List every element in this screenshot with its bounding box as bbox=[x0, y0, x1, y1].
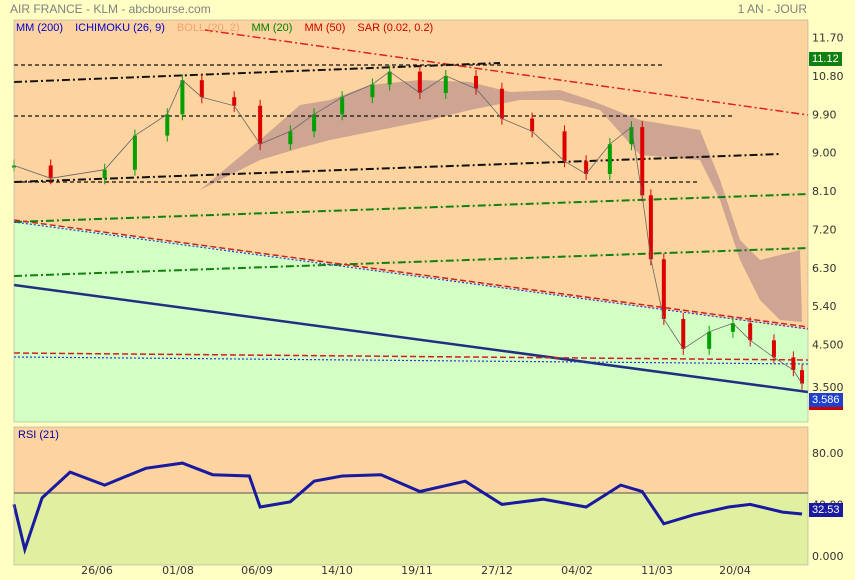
x-tick-label: 19/11 bbox=[401, 564, 433, 577]
legend-item: MM (50) bbox=[304, 22, 346, 34]
candle-body bbox=[629, 127, 634, 145]
time-x-axis: 26/06 01/08 06/09 14/10 19/11 27/12 04/02 11/03… bbox=[81, 564, 751, 577]
rsi-plot-border bbox=[13, 426, 809, 566]
x-tick-label: 04/02 bbox=[561, 564, 593, 577]
candle-body bbox=[288, 131, 293, 145]
candle-body bbox=[661, 259, 666, 319]
red-horizontal-support bbox=[13, 352, 809, 361]
price-tick-label: 4.500 bbox=[812, 339, 844, 352]
candle-body bbox=[648, 195, 653, 260]
rsi-plot-background bbox=[14, 427, 808, 565]
candle-body bbox=[312, 114, 317, 132]
candle-body bbox=[199, 80, 204, 98]
x-tick-label: 20/04 bbox=[719, 564, 751, 577]
candle-body bbox=[791, 357, 796, 371]
candle-body bbox=[530, 118, 535, 132]
indicator-lines bbox=[13, 29, 809, 394]
legend-item: ICHIMOKU (26, 9) bbox=[75, 22, 165, 34]
candle-body bbox=[443, 75, 448, 93]
blue-horizontal-support bbox=[13, 356, 809, 365]
blue-channel-top bbox=[13, 221, 809, 330]
candle-body bbox=[232, 97, 237, 106]
candle-body bbox=[640, 127, 645, 196]
period-label: 1 AN - JOUR bbox=[737, 2, 807, 16]
candle-body bbox=[370, 84, 375, 98]
price-tick-label: 3.500 bbox=[812, 381, 844, 394]
price-tick-label: 8.10 bbox=[812, 185, 837, 198]
chart-title: AIR FRANCE - KLM - abcbourse.com bbox=[10, 2, 211, 16]
lower-channel-zone bbox=[14, 220, 808, 422]
rsi-line bbox=[12, 461, 803, 555]
x-tick-label: 01/08 bbox=[162, 564, 194, 577]
upper-channel-zone bbox=[14, 20, 808, 330]
x-tick-label: 11/03 bbox=[641, 564, 673, 577]
close-price-line bbox=[13, 71, 803, 384]
candle-body bbox=[48, 165, 53, 179]
last-high-tag: 11.12 bbox=[809, 52, 842, 66]
candle-body bbox=[165, 114, 170, 136]
black-trendline-top bbox=[13, 62, 501, 83]
candle-body bbox=[417, 71, 422, 93]
red-blue-channel-top bbox=[13, 219, 809, 328]
rsi-upper-zone bbox=[14, 427, 808, 493]
candle-body bbox=[681, 318, 686, 349]
candle-body bbox=[387, 71, 392, 85]
x-tick-label: 14/10 bbox=[321, 564, 353, 577]
candle-body bbox=[707, 331, 712, 349]
candle-body bbox=[607, 144, 612, 174]
rsi-title: RSI (21) bbox=[18, 429, 59, 441]
upper-red-trendline bbox=[204, 29, 809, 116]
price-plot-border bbox=[13, 19, 809, 423]
ichimoku-cloud bbox=[200, 80, 802, 322]
candle-body bbox=[748, 323, 753, 341]
x-tick-label: 26/06 bbox=[81, 564, 113, 577]
price-tick-label: 5.40 bbox=[812, 300, 837, 313]
candle-body bbox=[584, 161, 589, 174]
price-tick-label: 9.00 bbox=[812, 147, 837, 160]
x-tick-label: 27/12 bbox=[481, 564, 513, 577]
price-y-axis: 11.70 10.80 9.90 9.00 8.10 7.20 6.30 5.40 4.500 3… bbox=[812, 32, 844, 395]
rsi-lower-zone bbox=[14, 493, 808, 565]
last-close-tag: 3.586 bbox=[809, 393, 843, 410]
candle-body bbox=[562, 131, 567, 162]
legend-item: SAR (0.02, 0.2) bbox=[357, 22, 434, 34]
candle-body bbox=[340, 97, 345, 115]
candle-body bbox=[474, 75, 479, 89]
green-line-upper bbox=[13, 193, 809, 223]
candle-body bbox=[102, 169, 107, 179]
rsi-tick-label: 80.00 bbox=[812, 447, 844, 460]
candle-body bbox=[258, 105, 263, 145]
price-tick-label: 11.70 bbox=[812, 32, 844, 45]
indicator-legend: MM (200) ICHIMOKU (26, 9) BOLL (20, 2) MM (… bbox=[16, 22, 433, 34]
x-tick-label: 06/09 bbox=[241, 564, 273, 577]
candle-body bbox=[800, 370, 804, 384]
candle-body bbox=[180, 80, 185, 115]
blue-channel-bottom bbox=[13, 283, 809, 394]
price-tick-label: 7.20 bbox=[812, 223, 837, 236]
candle-body bbox=[499, 88, 504, 119]
green-line-lower bbox=[13, 247, 809, 277]
rsi-tick-label: 0.000 bbox=[812, 550, 844, 563]
price-tick-label: 9.90 bbox=[812, 108, 837, 121]
price-plot-background bbox=[14, 20, 808, 422]
candle-body bbox=[771, 340, 776, 358]
price-tick-label: 10.80 bbox=[812, 70, 844, 83]
legend-item: MM (20) bbox=[251, 22, 293, 34]
rsi-value-tag: 32.53 bbox=[809, 503, 843, 517]
price-tick-label: 6.30 bbox=[812, 262, 837, 275]
price-candles bbox=[12, 65, 804, 390]
legend-item: MM (200) bbox=[16, 22, 64, 34]
candle-body bbox=[730, 323, 735, 332]
legend-item: BOLL (20, 2) bbox=[176, 22, 240, 34]
candle-body bbox=[132, 135, 137, 170]
